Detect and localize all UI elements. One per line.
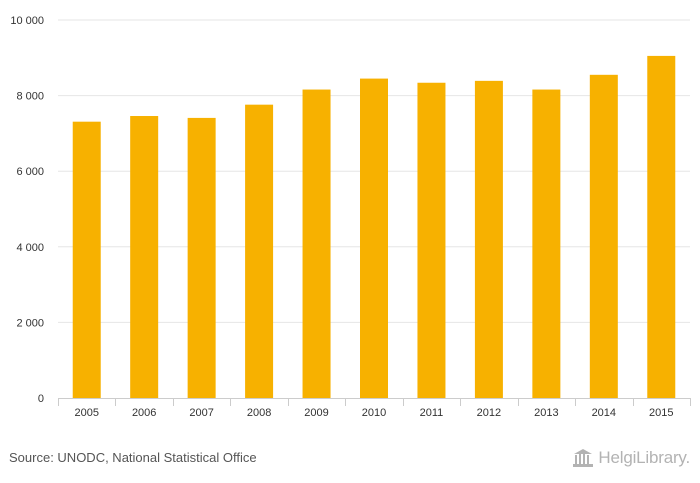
y-tick-label: 10 000 [10,15,44,27]
bars [72,55,676,399]
bar-2010[interactable] [360,78,388,398]
y-tick-label: 2 000 [16,317,44,329]
library-logo-icon [573,449,594,467]
y-axis-ticks: 0 2 000 4 000 6 000 8 000 10 000 [10,15,44,405]
x-axis: 2005 2006 2007 2008 2009 2010 2011 2012 2013 2014… [58,398,691,419]
helgilibrary-logo[interactable]: HelgiLibrary. [572,447,690,469]
x-tick-label: 2012 [477,407,501,419]
x-tick-label: 2006 [132,407,156,419]
bar-2005[interactable] [72,121,101,398]
bar-2008[interactable] [245,104,274,398]
x-tick-label: 2015 [649,407,673,419]
bar-2012[interactable] [474,80,503,398]
source-note: Source: UNODC, National Statistical Offi… [9,450,257,465]
bar-chart: 0 2 000 4 000 6 000 8 000 10 000 2005 2006 2007… [10,15,691,419]
y-tick-label: 0 [38,393,44,405]
x-tick-label: 2005 [74,407,98,419]
y-tick-label: 4 000 [16,242,44,254]
x-tick-label: 2008 [247,407,271,419]
bar-2011[interactable] [417,82,446,399]
logo-text: HelgiLibrary. [598,448,690,467]
x-tick-label: 2009 [304,407,328,419]
y-tick-label: 8 000 [16,91,44,103]
x-tick-label: 2013 [534,407,558,419]
y-tick-label: 6 000 [16,166,44,178]
x-tick-label: 2007 [189,407,213,419]
x-tick-label: 2010 [362,407,386,419]
bar-2009[interactable] [302,89,331,398]
bar-2007[interactable] [187,117,216,398]
bar-2014[interactable] [589,74,618,398]
bar-2006[interactable] [130,116,159,399]
x-tick-label: 2011 [420,407,444,419]
x-tick-label: 2014 [592,407,616,419]
bar-2015[interactable] [647,55,676,398]
bar-2013[interactable] [532,89,561,398]
